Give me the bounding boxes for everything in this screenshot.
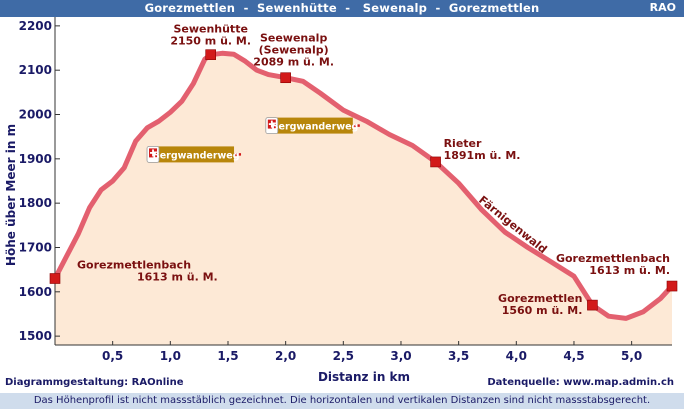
waypoint-label: Seewenalp (Sewenalp) 2089 m ü. M. (253, 32, 334, 69)
x-axis-label: Distanz in km (318, 370, 410, 384)
brand-logo: RAO (649, 1, 676, 14)
scale-note: Das Höhenprofil ist nicht massstäblich g… (33, 395, 651, 406)
elevation-profile-chart: 1500 1600 1700 1800 1900 2000 2100 2200 0,5 1,0 1,… (4, 17, 678, 384)
sign-board (276, 117, 353, 134)
bergwanderweg-sign: Bergwanderweg (265, 117, 360, 134)
waypoint-label: Sewenhütte 2150 m ü. M. (170, 23, 251, 48)
x-tick-label: 3,5 (448, 349, 469, 363)
x-tick-label: 5,0 (621, 349, 642, 363)
waypoint-marker (430, 156, 441, 168)
sign-label: Bergwanderweg (152, 150, 239, 161)
page-title: Gorezmettlen - Sewenhütte - Sewenalp - G… (144, 1, 540, 15)
waypoint-marker (280, 72, 291, 84)
y-tick-label: 1700 (19, 240, 52, 254)
credit-datasource: Datenquelle: www.map.admin.ch (487, 377, 674, 388)
x-tick-label: 2,5 (333, 349, 354, 363)
header-bar: Gorezmettlen - Sewenhütte - Sewenalp - G… (0, 0, 684, 17)
profile-area (55, 53, 672, 346)
x-tick-label: 4,5 (563, 349, 584, 363)
y-tick-label: 1500 (19, 329, 52, 343)
y-tick-label: 1600 (19, 285, 52, 299)
y-tick-label: 2000 (19, 108, 52, 122)
waypoint-label: Rieter 1891m ü. M. (444, 137, 521, 162)
cross-h (268, 123, 275, 125)
y-axis-label: Höhe über Meer in m (4, 124, 18, 266)
y-tick-label: 2200 (19, 19, 52, 33)
waypoint-marker (205, 49, 216, 60)
x-tick-label: 0,5 (102, 349, 123, 363)
waypoint-label: Gorezmettlenbach 1613 m ü. M. (77, 259, 218, 284)
waypoint-label: Gorezmettlenbach 1613 m ü. M. (556, 252, 670, 277)
waypoint-marker (49, 273, 61, 284)
y-tick-label: 1800 (19, 196, 52, 210)
sign-board (158, 146, 235, 163)
x-tick-label: 2,0 (275, 349, 296, 363)
footer-bar: Das Höhenprofil ist nicht massstäblich g… (0, 393, 684, 409)
waypoint-marker (666, 280, 678, 292)
waypoint-label: Gorezmettlen 1560 m ü. M. (498, 292, 582, 317)
credit-diagram: Diagrammgestaltung: RAOnline (5, 377, 184, 388)
x-tick-label: 1,5 (217, 349, 238, 363)
bergwanderweg-sign: Bergwanderweg (146, 146, 242, 163)
y-tick-label: 1900 (19, 152, 52, 166)
x-tick-label: 4,0 (506, 349, 527, 363)
cross-h (150, 152, 157, 154)
x-tick-label: 3,0 (390, 349, 411, 363)
waypoint-marker (587, 299, 598, 311)
x-tick-label: 1,0 (160, 349, 181, 363)
sign-label: Bergwanderweg (271, 122, 358, 133)
profile-line (52, 50, 675, 321)
y-tick-label: 2100 (19, 63, 52, 77)
